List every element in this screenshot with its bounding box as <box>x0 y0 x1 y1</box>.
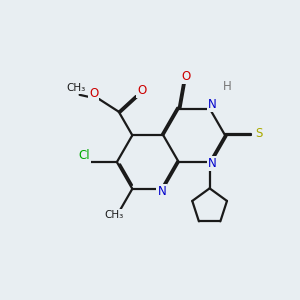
Text: N: N <box>208 98 216 112</box>
Text: CH₃: CH₃ <box>104 210 124 220</box>
Text: O: O <box>89 87 99 100</box>
Text: O: O <box>137 84 146 97</box>
Text: CH₃: CH₃ <box>66 83 86 93</box>
Text: S: S <box>255 127 262 140</box>
Text: N: N <box>208 157 216 170</box>
Text: Cl: Cl <box>78 149 90 162</box>
Text: H: H <box>223 80 232 93</box>
Text: N: N <box>158 185 166 198</box>
Text: O: O <box>182 70 191 83</box>
